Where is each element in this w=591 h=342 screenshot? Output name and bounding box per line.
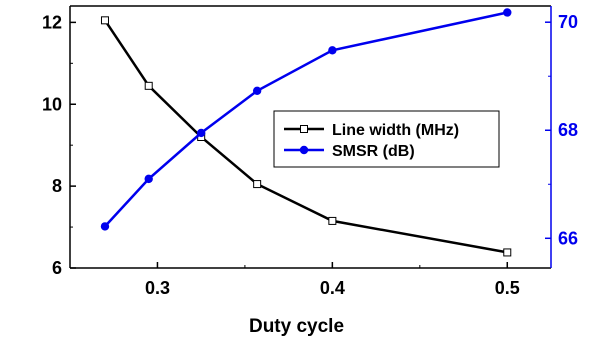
right-y-tick-label: 68: [558, 120, 578, 140]
series-line-linewidth: [103, 19, 508, 254]
legend-marker-linewidth: [300, 125, 308, 133]
data-point-linewidth: [328, 216, 337, 225]
legend-marker-smsr: [299, 145, 309, 155]
data-point-linewidth: [253, 180, 262, 189]
left-y-tick-label: 12: [42, 12, 62, 32]
x-axis-title: Duty cycle: [249, 316, 344, 337]
series-line-smsr: [104, 11, 508, 228]
data-point-smsr: [503, 8, 512, 17]
x-tick-label: 0.4: [320, 278, 345, 298]
data-point-smsr: [196, 128, 206, 138]
left-y-tick-label: 6: [52, 258, 62, 278]
data-point-smsr: [328, 46, 337, 55]
legend: Line width (MHz) SMSR (dB): [273, 110, 500, 168]
left-y-tick-label: 8: [52, 176, 62, 196]
x-tick-label: 0.5: [495, 278, 520, 298]
legend-box: [273, 110, 500, 168]
data-point-smsr: [100, 222, 110, 231]
data-point-linewidth: [100, 16, 109, 25]
right-y-tick-label: 70: [558, 12, 578, 32]
legend-label-linewidth: Line width (MHz): [332, 122, 459, 139]
data-point-linewidth: [144, 81, 153, 90]
series-layer: [100, 8, 512, 257]
legend-label-smsr: SMSR (dB): [332, 143, 415, 160]
data-point-smsr: [144, 174, 153, 184]
right-y-tick-label: 66: [558, 228, 578, 248]
data-point-smsr: [252, 86, 262, 96]
x-tick-label: 0.3: [145, 278, 170, 298]
data-point-linewidth: [503, 248, 512, 257]
left-y-tick-label: 10: [42, 94, 62, 114]
